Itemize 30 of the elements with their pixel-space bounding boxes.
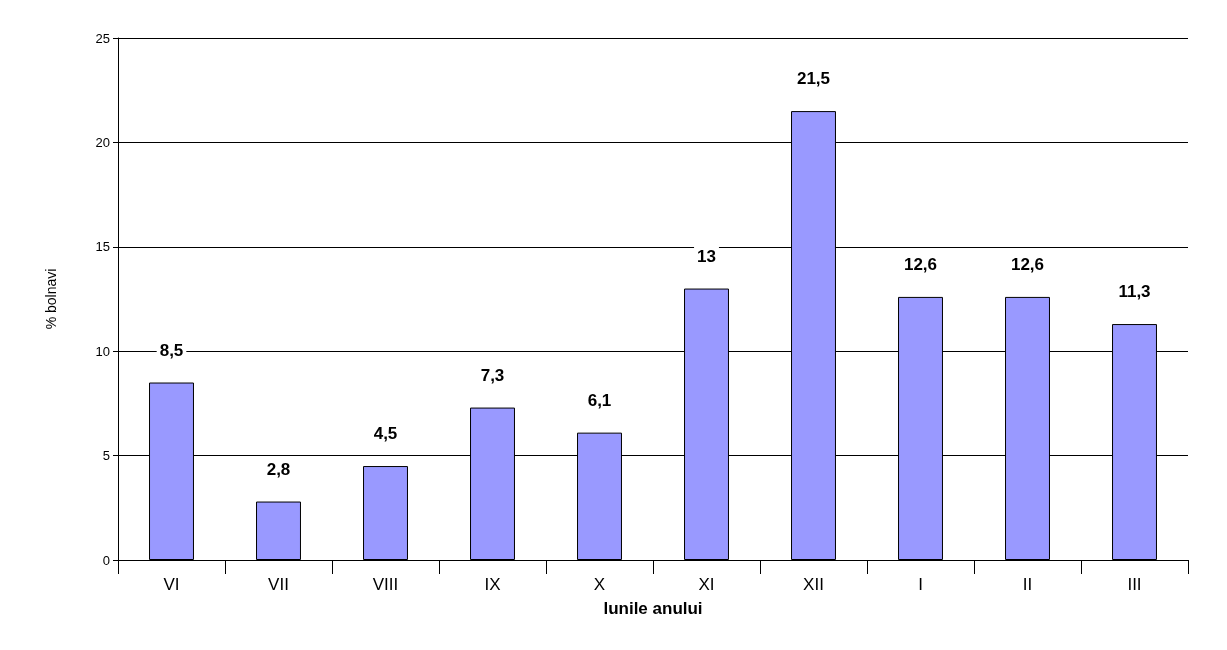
x-tick-label: VII [268, 575, 289, 594]
data-label: 8,5 [159, 340, 184, 360]
data-label: 21,5 [796, 69, 831, 89]
data-label: 13 [697, 246, 716, 266]
bar [363, 466, 408, 560]
x-tick-label: VI [163, 575, 180, 594]
data-label: 4,5 [373, 424, 398, 444]
x-tick-label: III [1127, 575, 1142, 594]
data-label: 2,8 [266, 459, 291, 479]
x-tick-label: XI [698, 575, 715, 594]
x-tick-label: VIII [372, 575, 399, 594]
data-label: 12,6 [1010, 254, 1045, 274]
y-tick-label: 5 [102, 448, 110, 464]
y-tick-label: 0 [102, 552, 110, 568]
y-tick-label: 25 [95, 30, 110, 46]
y-tick-label: 10 [95, 343, 110, 359]
x-tick-label: XII [803, 575, 824, 594]
x-tick-label: X [593, 575, 606, 594]
data-label: 6,1 [587, 390, 612, 410]
y-axis-title: % bolnavi [43, 268, 59, 330]
x-axis-title: lunile anului [603, 599, 703, 618]
bar [256, 501, 301, 560]
data-label: 12,6 [903, 254, 938, 274]
x-tick-label: II [1022, 575, 1033, 594]
data-label: 11,3 [1118, 282, 1151, 302]
x-tick-label: IX [484, 575, 501, 594]
data-label: 7,3 [480, 365, 505, 385]
y-tick-label: 15 [95, 239, 110, 255]
x-tick-label: I [918, 575, 923, 594]
y-tick-label: 20 [95, 134, 110, 150]
